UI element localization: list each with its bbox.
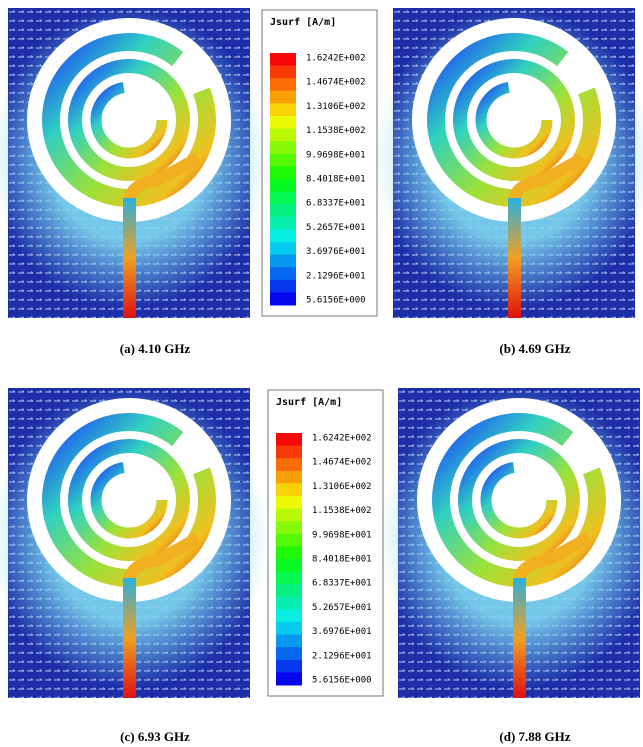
colorbar-band bbox=[270, 255, 296, 268]
colorbar-band bbox=[276, 672, 302, 685]
legend-label: 1.1538E+002 bbox=[306, 126, 366, 136]
legend-label: 9.9698E+001 bbox=[306, 150, 366, 160]
legend-label: 3.6976E+001 bbox=[306, 247, 366, 257]
figure-canvas: (a) 4.10 GHz (b) 4.69 GHz (c) 6.93 GHz (d) … bbox=[0, 0, 643, 747]
colorbar-band bbox=[276, 483, 302, 496]
legend-label: 2.1296E+001 bbox=[312, 651, 372, 661]
colorbar-band bbox=[270, 179, 296, 192]
colorbar-band bbox=[276, 446, 302, 459]
colorbar-band bbox=[276, 572, 302, 585]
colorbar-band bbox=[276, 559, 302, 572]
colorbar-band bbox=[270, 103, 296, 116]
colorbar-band bbox=[276, 496, 302, 509]
legend-label: 1.4674E+002 bbox=[306, 78, 366, 88]
colorbar-band bbox=[270, 204, 296, 217]
colorbar-band bbox=[276, 471, 302, 484]
colorbar-band bbox=[270, 154, 296, 167]
legend: Jsurf [A/m] 1.6242E+002 1.4674E+002 1.3106E… bbox=[262, 10, 377, 316]
simulation-image bbox=[374, 8, 643, 318]
legend-label: 2.1296E+001 bbox=[306, 271, 366, 281]
colorbar-band bbox=[276, 609, 302, 622]
colorbar-band bbox=[270, 166, 296, 179]
panel-caption: (c) 6.93 GHz bbox=[120, 729, 190, 744]
colorbar-band bbox=[270, 53, 296, 66]
colorbar-band bbox=[270, 66, 296, 79]
panel-caption: (a) 4.10 GHz bbox=[120, 341, 191, 356]
legend-label: 5.2657E+001 bbox=[312, 603, 372, 613]
colorbar-band bbox=[276, 546, 302, 559]
colorbar-band bbox=[270, 116, 296, 129]
colorbar-band bbox=[270, 267, 296, 280]
legend-label: 1.3106E+002 bbox=[312, 482, 372, 492]
colorbar-band bbox=[270, 280, 296, 293]
colorbar-band bbox=[276, 647, 302, 660]
colorbar-band bbox=[270, 217, 296, 230]
colorbar-band bbox=[276, 458, 302, 471]
legend-label: 6.8337E+001 bbox=[306, 199, 366, 209]
colorbar-band bbox=[276, 433, 302, 446]
colorbar-band bbox=[270, 129, 296, 142]
legend-label: 6.8337E+001 bbox=[312, 579, 372, 589]
panel-caption: (b) 4.69 GHz bbox=[499, 341, 570, 356]
colorbar-band bbox=[270, 192, 296, 205]
colorbar-band bbox=[276, 521, 302, 534]
legend: Jsurf [A/m] 1.6242E+002 1.4674E+002 1.3106E… bbox=[268, 390, 383, 696]
colorbar-band bbox=[276, 509, 302, 522]
figure: (a) 4.10 GHz (b) 4.69 GHz (c) 6.93 GHz (d) … bbox=[0, 0, 643, 747]
simulation-image bbox=[379, 388, 643, 698]
legend-label: 1.6242E+002 bbox=[306, 54, 366, 64]
feed-line bbox=[513, 578, 526, 698]
legend-label: 1.3106E+002 bbox=[306, 102, 366, 112]
feed-line bbox=[123, 198, 136, 318]
legend-title: Jsurf [A/m] bbox=[276, 397, 342, 408]
legend-label: 1.4674E+002 bbox=[312, 458, 372, 468]
colorbar-band bbox=[276, 660, 302, 673]
colorbar-band bbox=[276, 534, 302, 547]
colorbar-band bbox=[270, 292, 296, 305]
legend-label: 5.2657E+001 bbox=[306, 223, 366, 233]
colorbar-band bbox=[270, 141, 296, 154]
legend-label: 9.9698E+001 bbox=[312, 530, 372, 540]
legend-label: 1.6242E+002 bbox=[312, 434, 372, 444]
legend-label: 8.4018E+001 bbox=[312, 555, 372, 565]
colorbar-band bbox=[270, 229, 296, 242]
legend-label: 1.1538E+002 bbox=[312, 506, 372, 516]
legend-label: 5.6156E+000 bbox=[312, 676, 372, 686]
simulation-image bbox=[0, 388, 269, 698]
colorbar-band bbox=[276, 584, 302, 597]
colorbar-band bbox=[276, 597, 302, 610]
colorbar-band bbox=[276, 622, 302, 635]
colorbar-band bbox=[270, 242, 296, 255]
simulation-image bbox=[0, 8, 269, 318]
colorbar-band bbox=[270, 78, 296, 91]
panel-caption: (d) 7.88 GHz bbox=[499, 729, 570, 744]
legend-label: 8.4018E+001 bbox=[306, 175, 366, 185]
feed-line bbox=[508, 198, 521, 318]
colorbar-band bbox=[270, 91, 296, 104]
colorbar-band bbox=[276, 635, 302, 648]
feed-line bbox=[123, 578, 136, 698]
legend-title: Jsurf [A/m] bbox=[270, 17, 336, 28]
legend-label: 3.6976E+001 bbox=[312, 627, 372, 637]
legend-label: 5.6156E+000 bbox=[306, 296, 366, 306]
